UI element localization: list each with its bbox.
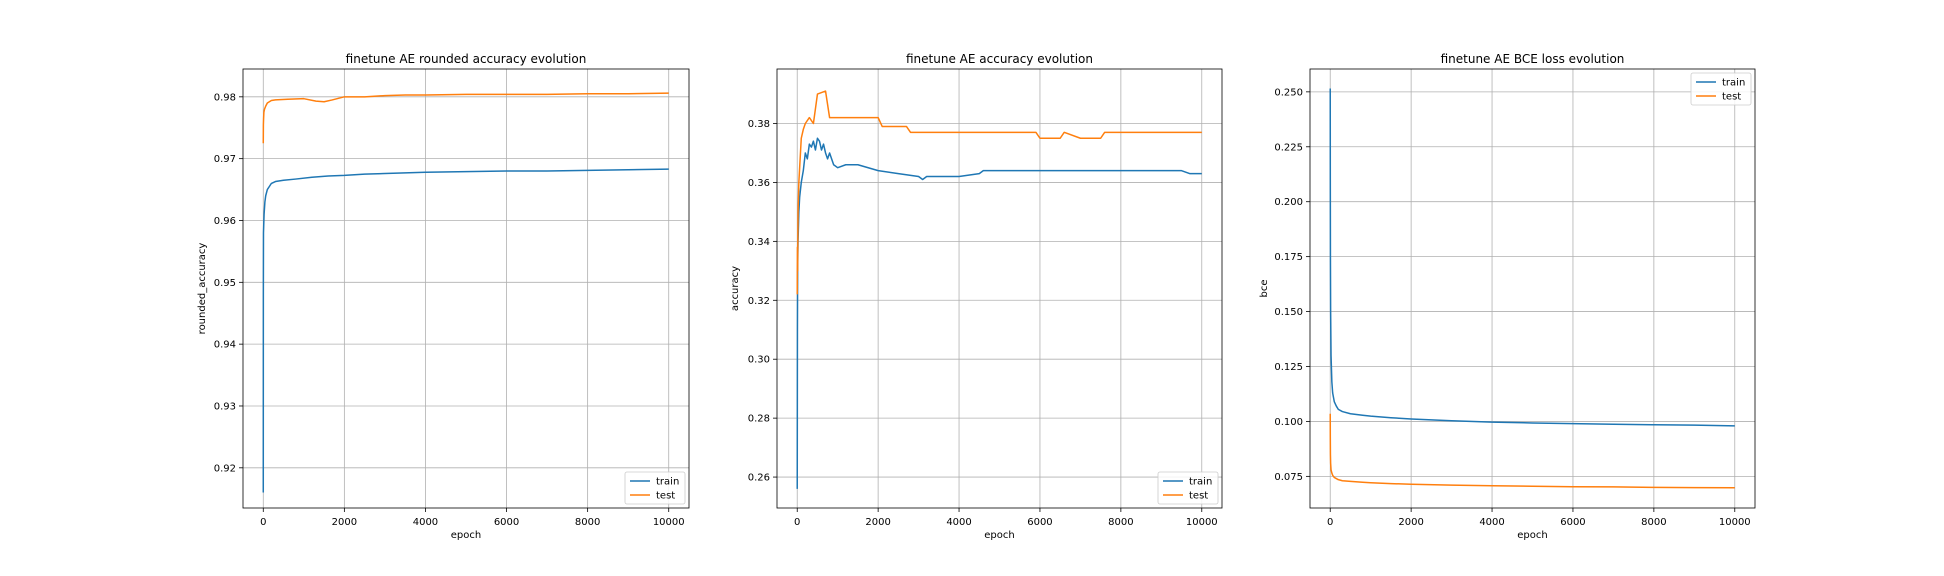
series-line-test: [796, 90, 1202, 295]
legend-label-test: test: [1189, 491, 1208, 502]
x-tick-label: 4000: [946, 517, 971, 528]
chart-title: finetune AE rounded accuracy evolution: [346, 52, 587, 66]
series-line-test: [262, 92, 669, 144]
legend-label-train: train: [1189, 477, 1212, 488]
x-tick-label: 10000: [1719, 517, 1751, 528]
legend-box: [1690, 72, 1752, 106]
y-tick-label: 0.94: [214, 340, 236, 351]
legend-label-train: train: [1722, 78, 1745, 89]
y-axis-label: rounded_accuracy: [197, 243, 208, 335]
chart-title: finetune AE accuracy evolution: [906, 52, 1093, 66]
y-tick-label: 0.93: [214, 401, 236, 412]
y-tick-label: 0.125: [1274, 362, 1303, 373]
y-tick-label: 0.225: [1274, 142, 1303, 153]
x-tick-label: 4000: [413, 517, 438, 528]
legend-label-test: test: [656, 491, 675, 502]
x-tick-label: 8000: [1108, 517, 1133, 528]
series-line-train: [262, 168, 669, 493]
y-tick-label: 0.150: [1274, 307, 1303, 318]
legend-box: [624, 471, 686, 505]
plot-frame: [242, 68, 690, 509]
y-tick-label: 0.36: [748, 178, 770, 189]
x-tick-label: 0: [1327, 517, 1333, 528]
y-tick-label: 0.175: [1274, 252, 1303, 263]
y-tick-label: 0.30: [748, 355, 770, 366]
legend-label-test: test: [1722, 92, 1741, 103]
series-line-train: [796, 137, 1202, 489]
legend: train test: [1157, 471, 1219, 505]
plot-frame: [776, 68, 1223, 509]
y-tick-label: 0.98: [214, 92, 236, 103]
y-tick-label: 0.28: [748, 414, 770, 425]
x-axis-label: epoch: [451, 530, 481, 541]
y-tick-label: 0.26: [748, 473, 770, 484]
chart-3: 0 2000 4000 6000 8000 10000 0.075 0.100 0.125 0.1…: [1259, 52, 1756, 541]
x-tick-label: 2000: [1398, 517, 1423, 528]
x-tick-label: 8000: [1641, 517, 1666, 528]
y-tick-label: 0.32: [748, 296, 770, 307]
series-line-test: [1329, 413, 1735, 489]
y-tick-label: 0.200: [1274, 197, 1303, 208]
plot-frame: [1309, 68, 1756, 509]
y-tick-label: 0.96: [214, 216, 236, 227]
series-line-train: [1329, 88, 1735, 427]
x-tick-label: 6000: [1027, 517, 1052, 528]
y-tick-label: 0.075: [1274, 472, 1303, 483]
x-tick-label: 6000: [494, 517, 519, 528]
legend: train test: [624, 471, 686, 505]
y-tick-label: 0.95: [214, 278, 236, 289]
x-axis-label: epoch: [1517, 530, 1547, 541]
legend-label-train: train: [656, 477, 679, 488]
y-tick-label: 0.34: [748, 237, 770, 248]
y-tick-label: 0.92: [214, 463, 236, 474]
y-tick-label: 0.97: [214, 154, 236, 165]
x-tick-label: 10000: [1186, 517, 1218, 528]
chart-1: 0 2000 4000 6000 8000 10000 0.92 0.93 0.94 0.95 0.…: [197, 52, 690, 541]
y-axis-label: accuracy: [730, 266, 741, 311]
x-tick-label: 4000: [1479, 517, 1504, 528]
y-axis-label: bce: [1259, 280, 1270, 298]
y-tick-label: 0.38: [748, 119, 770, 130]
x-tick-label: 0: [260, 517, 266, 528]
y-tick-label: 0.250: [1274, 87, 1303, 98]
x-tick-label: 2000: [865, 517, 890, 528]
x-axis-label: epoch: [984, 530, 1014, 541]
x-tick-label: 0: [794, 517, 800, 528]
legend: train test: [1690, 72, 1752, 106]
x-tick-label: 2000: [332, 517, 357, 528]
x-tick-label: 10000: [653, 517, 685, 528]
x-tick-label: 8000: [575, 517, 600, 528]
x-tick-label: 6000: [1560, 517, 1585, 528]
legend-box: [1157, 471, 1219, 505]
chart-title: finetune AE BCE loss evolution: [1441, 52, 1625, 66]
y-tick-label: 0.100: [1274, 417, 1303, 428]
chart-2: 0 2000 4000 6000 8000 10000 0.26 0.28 0.30 0.32 0.…: [730, 52, 1223, 541]
